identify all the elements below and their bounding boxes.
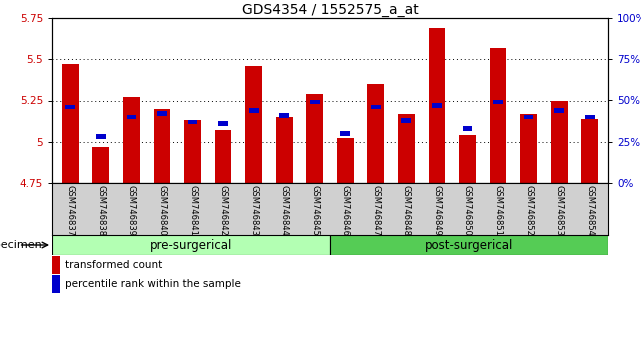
- Bar: [554, 108, 564, 113]
- Bar: [157, 112, 167, 116]
- Text: GSM746840: GSM746840: [158, 184, 167, 235]
- Bar: [279, 113, 289, 118]
- Bar: [371, 105, 381, 109]
- Bar: [398, 114, 415, 183]
- Text: GSM746854: GSM746854: [585, 184, 594, 235]
- Text: transformed count: transformed count: [65, 260, 163, 270]
- Text: GSM746845: GSM746845: [310, 184, 319, 235]
- Text: GSM746847: GSM746847: [371, 184, 380, 235]
- Bar: [92, 147, 109, 183]
- Bar: [62, 64, 79, 183]
- Bar: [184, 120, 201, 183]
- Bar: [581, 119, 598, 183]
- Text: GSM746842: GSM746842: [219, 184, 228, 235]
- Bar: [65, 105, 75, 109]
- Text: pre-surgerical: pre-surgerical: [150, 239, 232, 251]
- Text: GSM746841: GSM746841: [188, 184, 197, 235]
- Bar: [520, 114, 537, 183]
- Bar: [218, 121, 228, 126]
- Bar: [337, 138, 354, 183]
- Text: GSM746837: GSM746837: [66, 184, 75, 236]
- Bar: [551, 101, 567, 183]
- Bar: [276, 117, 292, 183]
- Bar: [310, 100, 320, 104]
- Bar: [401, 118, 412, 122]
- Bar: [340, 131, 350, 136]
- Text: GSM746839: GSM746839: [127, 184, 136, 235]
- Bar: [463, 126, 472, 131]
- Text: GSM746838: GSM746838: [96, 184, 105, 236]
- Text: GSM746853: GSM746853: [554, 184, 563, 235]
- Bar: [459, 135, 476, 183]
- Bar: [246, 66, 262, 183]
- Bar: [126, 115, 137, 119]
- Text: GSM746852: GSM746852: [524, 184, 533, 235]
- Bar: [249, 108, 258, 113]
- Bar: [52, 256, 60, 274]
- Text: GSM746848: GSM746848: [402, 184, 411, 235]
- Bar: [524, 115, 533, 119]
- Bar: [429, 28, 445, 183]
- Text: GSM746846: GSM746846: [341, 184, 350, 235]
- Text: GSM746850: GSM746850: [463, 184, 472, 235]
- Bar: [493, 100, 503, 104]
- Text: GSM746849: GSM746849: [433, 184, 442, 235]
- Bar: [96, 135, 106, 139]
- Title: GDS4354 / 1552575_a_at: GDS4354 / 1552575_a_at: [242, 3, 419, 17]
- Text: GSM746843: GSM746843: [249, 184, 258, 235]
- Bar: [123, 97, 140, 183]
- Bar: [585, 115, 595, 119]
- Bar: [188, 120, 197, 124]
- Text: GSM746844: GSM746844: [279, 184, 288, 235]
- Bar: [52, 235, 330, 255]
- Text: GSM746851: GSM746851: [494, 184, 503, 235]
- Text: specimen: specimen: [0, 240, 42, 250]
- Bar: [306, 94, 323, 183]
- Bar: [367, 84, 384, 183]
- Bar: [215, 130, 231, 183]
- Bar: [432, 103, 442, 108]
- Text: percentile rank within the sample: percentile rank within the sample: [65, 279, 241, 289]
- Bar: [154, 109, 171, 183]
- Bar: [52, 275, 60, 293]
- Bar: [330, 235, 608, 255]
- Bar: [490, 48, 506, 183]
- Text: post-surgerical: post-surgerical: [425, 239, 513, 251]
